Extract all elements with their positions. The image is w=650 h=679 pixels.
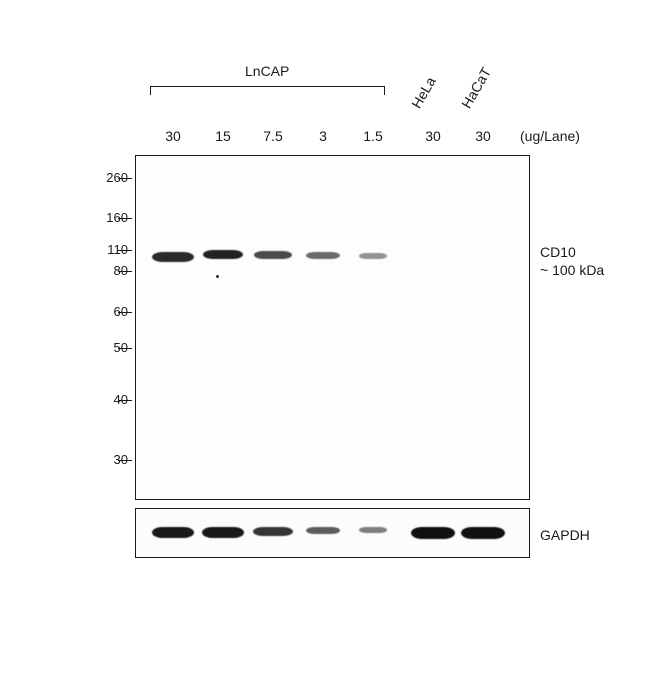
marker-tick-50 [118,348,132,349]
gapdh-band-lane5 [411,527,455,539]
gapdh-band-lane6 [461,527,505,539]
gapdh-band-lane0 [152,527,194,538]
marker-tick-30 [118,460,132,461]
noise-dot [216,275,219,278]
gapdh-band-lane4 [359,527,387,533]
group-label-hacat: HaCaT [458,65,494,111]
lane-load-5: 30 [415,128,451,144]
marker-tick-40 [118,400,132,401]
gapdh-band-lane3 [306,527,340,534]
group-label-hela: HeLa [408,74,439,111]
lane-load-1: 15 [205,128,241,144]
gapdh-band-lane1 [202,527,244,538]
blot-main [135,155,530,500]
lane-load-3: 3 [305,128,341,144]
target-name: CD10 [540,244,576,260]
lane-load-4: 1.5 [355,128,391,144]
lane-unit: (ug/Lane) [520,128,580,144]
marker-tick-160 [118,218,132,219]
target-kda: ~ 100 kDa [540,262,604,278]
marker-tick-110 [118,250,132,251]
lane-load-0: 30 [155,128,191,144]
cd10-band-lane3 [306,252,340,259]
marker-tick-60 [118,312,132,313]
lane-load-2: 7.5 [255,128,291,144]
western-blot-figure: LnCAPHeLaHaCaT30157.531.53030(ug/Lane)26… [0,0,650,679]
marker-tick-260 [118,178,132,179]
marker-tick-80 [118,271,132,272]
gapdh-label: GAPDH [540,527,590,543]
group-label-lncap: LnCAP [245,63,289,79]
lane-load-6: 30 [465,128,501,144]
bracket-lncap [150,86,385,87]
gapdh-band-lane2 [253,527,293,536]
cd10-band-lane1 [203,250,243,259]
cd10-band-lane0 [152,252,194,262]
cd10-band-lane2 [254,251,292,259]
cd10-band-lane4 [359,253,387,259]
